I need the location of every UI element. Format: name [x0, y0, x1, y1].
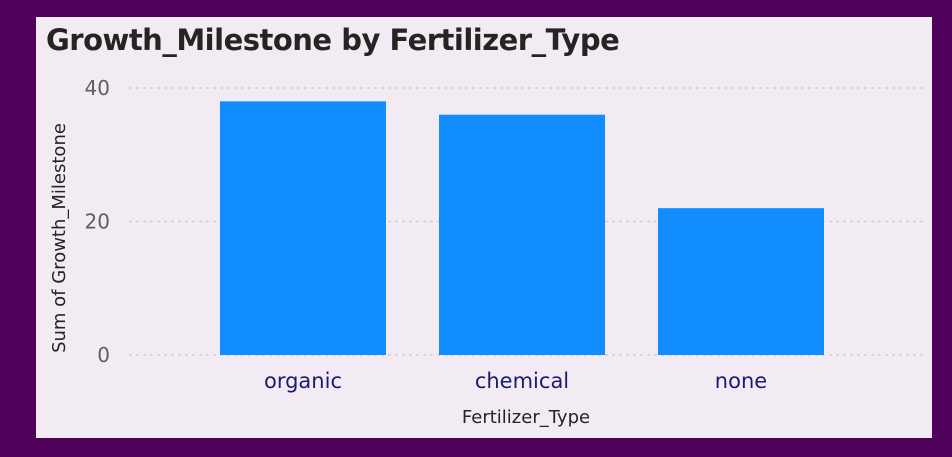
bar-none[interactable] — [658, 208, 824, 355]
bar-chemical[interactable] — [439, 114, 605, 355]
bar-chart: 0 20 40 organic chemical none Fertilizer_Typ… — [49, 76, 925, 428]
chart-title: Growth_Milestone by Fertilizer_Type — [46, 23, 620, 57]
chart-container: Growth_Milestone by Fertilizer_Type 0 20 4… — [36, 17, 932, 438]
y-tick-label: 0 — [97, 343, 110, 367]
x-tick-label: chemical — [475, 369, 569, 393]
bars — [220, 101, 824, 355]
x-tick-label: none — [715, 369, 767, 393]
x-axis-title: Fertilizer_Type — [462, 407, 590, 428]
y-tick-label: 20 — [85, 210, 110, 234]
y-tick-label: 40 — [85, 76, 110, 100]
y-axis-title: Sum of Growth_Milestone — [49, 123, 70, 353]
y-axis-ticks: 0 20 40 — [85, 76, 110, 367]
bar-organic[interactable] — [220, 101, 386, 355]
x-tick-label: organic — [264, 369, 342, 393]
x-axis-ticks: organic chemical none — [264, 369, 767, 393]
